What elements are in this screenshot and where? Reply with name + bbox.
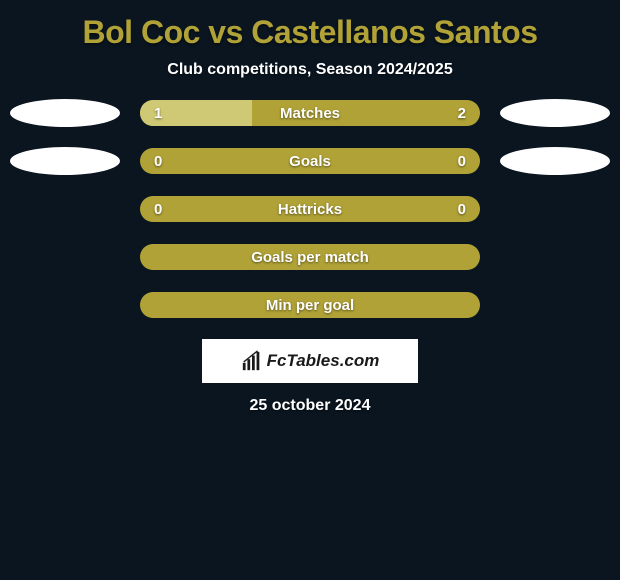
brand-text: FcTables.com <box>267 351 380 371</box>
player-left-marker <box>10 147 120 175</box>
page-subtitle: Club competitions, Season 2024/2025 <box>0 57 620 99</box>
stat-value-right: 0 <box>458 153 466 170</box>
stat-label: Goals <box>140 153 480 170</box>
chart-icon <box>241 350 263 372</box>
stat-value-right: 2 <box>458 105 466 122</box>
player-right-marker <box>500 99 610 127</box>
spacer <box>10 195 120 223</box>
stat-bar: 0 Goals 0 <box>140 148 480 174</box>
spacer <box>500 195 610 223</box>
stat-row-goals-per-match: Goals per match <box>0 243 620 271</box>
stat-value-right: 0 <box>458 201 466 218</box>
stat-label: Hattricks <box>140 201 480 218</box>
stat-row-goals: 0 Goals 0 <box>0 147 620 175</box>
stat-row-hattricks: 0 Hattricks 0 <box>0 195 620 223</box>
stat-bar: 1 Matches 2 <box>140 100 480 126</box>
stat-label: Min per goal <box>140 297 480 314</box>
spacer <box>500 291 610 319</box>
stat-row-matches: 1 Matches 2 <box>0 99 620 127</box>
brand-badge[interactable]: FcTables.com <box>202 339 418 383</box>
stat-row-min-per-goal: Min per goal <box>0 291 620 319</box>
stat-bar: 0 Hattricks 0 <box>140 196 480 222</box>
stat-bar: Min per goal <box>140 292 480 318</box>
stat-label: Matches <box>140 105 480 122</box>
player-left-marker <box>10 99 120 127</box>
stat-bar: Goals per match <box>140 244 480 270</box>
footer-date: 25 october 2024 <box>0 397 620 415</box>
page-title: Bol Coc vs Castellanos Santos <box>0 0 620 57</box>
spacer <box>10 243 120 271</box>
player-right-marker <box>500 147 610 175</box>
stats-container: Bol Coc vs Castellanos Santos Club compe… <box>0 0 620 415</box>
stat-label: Goals per match <box>140 249 480 266</box>
spacer <box>10 291 120 319</box>
spacer <box>500 243 610 271</box>
